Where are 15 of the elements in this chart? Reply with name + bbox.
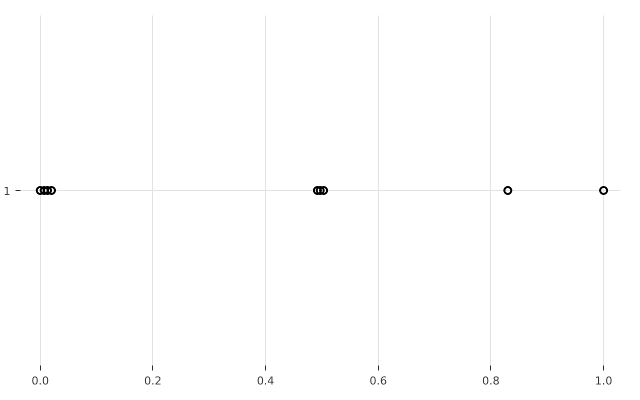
- x-tick-label: 0.8: [482, 374, 500, 388]
- x-tick-label: 0.6: [370, 374, 387, 388]
- point: [319, 186, 328, 195]
- x-tick-label: 1.0: [594, 374, 612, 388]
- x-tick-label: 0.4: [256, 374, 274, 388]
- point: [40, 186, 49, 195]
- point: [503, 186, 512, 195]
- point: [36, 186, 45, 195]
- point: [46, 186, 56, 195]
- point: [316, 186, 325, 195]
- point: [312, 186, 322, 195]
- x-tick-label: 0.2: [144, 374, 162, 388]
- x-tick-label: 0.0: [31, 374, 49, 388]
- y-tick-label: 1: [4, 185, 10, 198]
- point: [599, 186, 608, 195]
